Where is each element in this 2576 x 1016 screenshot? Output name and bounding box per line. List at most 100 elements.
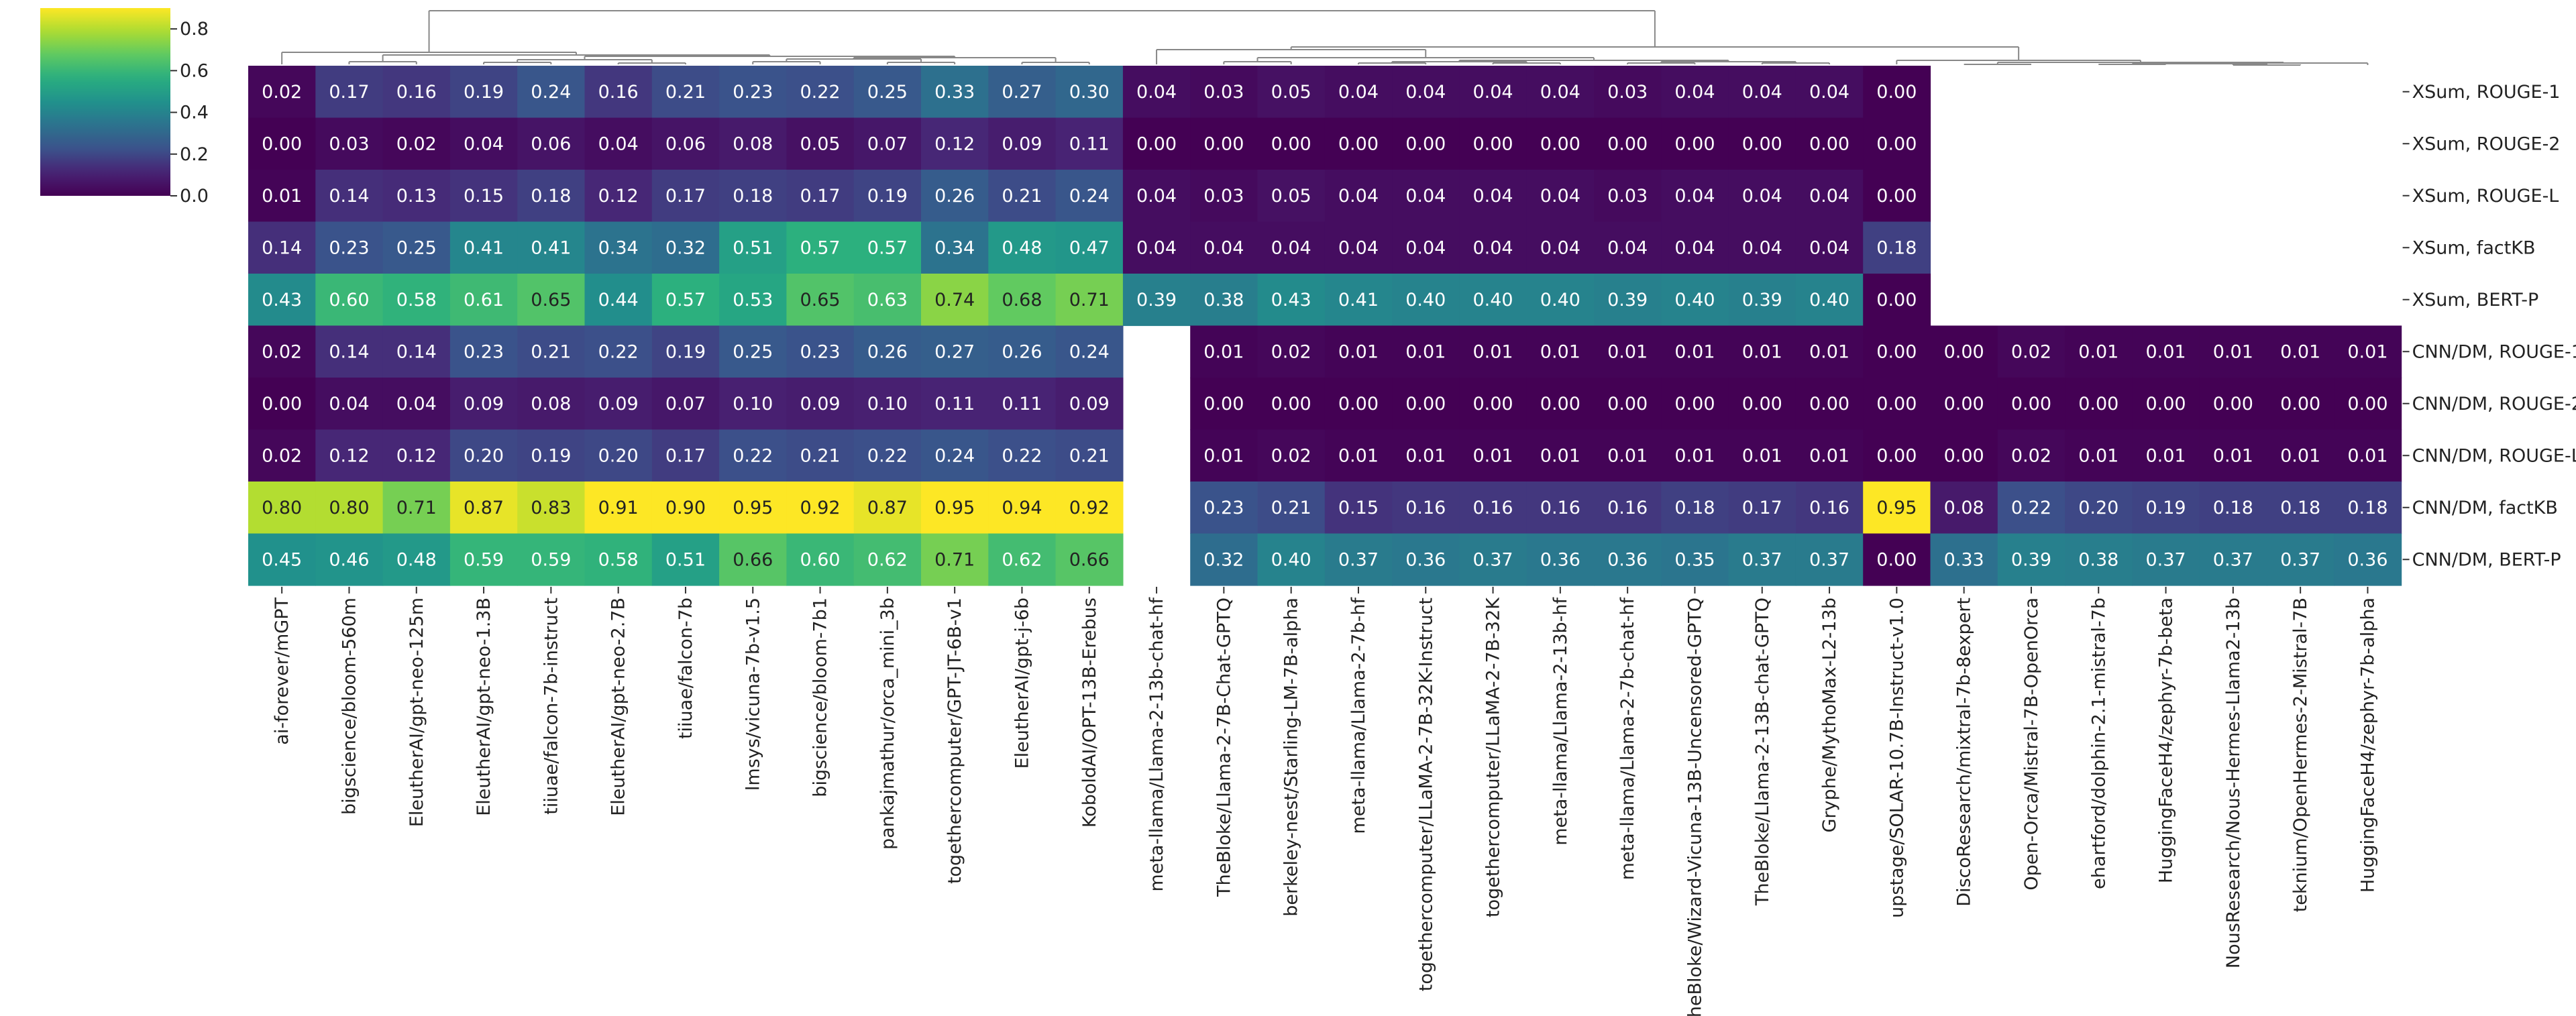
heatmap-cell — [382, 482, 451, 534]
cell-value-label: 0.27 — [934, 341, 975, 362]
heatmap-cell — [584, 274, 653, 327]
heatmap-cell — [988, 482, 1057, 534]
heatmap-cell — [2199, 378, 2267, 431]
cell-value-label: 0.00 — [1472, 133, 1513, 154]
heatmap-cell — [1055, 378, 1124, 431]
cell-value-label: 0.12 — [598, 186, 639, 207]
column-label: togethercomputer/LLaMA-2-7B-32K — [1483, 597, 1504, 917]
cell-value-label: 0.01 — [1607, 445, 1648, 466]
cell-value-label: 0.40 — [1472, 290, 1513, 311]
cell-value-label: 0.01 — [1472, 341, 1513, 362]
heatmap-cell — [1795, 378, 1864, 431]
heatmap-cell — [988, 274, 1057, 327]
cell-value-label: 0.14 — [262, 237, 302, 258]
cell-value-label: 0.04 — [1742, 237, 1782, 258]
row-label: XSum, ROUGE-2 — [2412, 133, 2561, 154]
cell-value-label: 0.04 — [598, 133, 639, 154]
heatmap-cell — [1526, 378, 1595, 431]
heatmap-cell — [1526, 274, 1595, 327]
cell-value-label: 0.00 — [2078, 394, 2118, 414]
heatmap-cell — [517, 429, 586, 482]
heatmap-cell — [315, 378, 384, 431]
cell-value-label: 0.01 — [2078, 341, 2118, 362]
cell-value-label: 0.22 — [800, 82, 840, 103]
cell-value-label: 0.26 — [934, 186, 975, 207]
heatmap-cell — [449, 378, 518, 431]
cell-value-label: 0.33 — [1944, 549, 1984, 570]
heatmap-cell — [1930, 533, 1998, 586]
heatmap-cell — [651, 378, 720, 431]
cell-value-label: 0.18 — [2213, 498, 2253, 518]
heatmap-cell — [786, 429, 855, 482]
cell-value-label: 0.95 — [934, 498, 975, 518]
cell-value-label: 0.01 — [2280, 341, 2320, 362]
heatmap-cell — [517, 325, 586, 378]
heatmap-cell — [719, 117, 787, 170]
heatmap-cell — [853, 533, 922, 586]
heatmap-cell — [719, 221, 787, 274]
heatmap-cell — [1594, 429, 1662, 482]
heatmap-cell — [988, 117, 1057, 170]
heatmap-cell — [1795, 221, 1864, 274]
heatmap-cell — [1526, 66, 1595, 119]
heatmap-cell — [2334, 429, 2402, 482]
heatmap-cell — [1661, 533, 1729, 586]
cell-value-label: 0.00 — [1607, 133, 1648, 154]
heatmap-cell — [1863, 533, 1931, 586]
heatmap-cell — [382, 66, 451, 119]
heatmap-cell — [1526, 429, 1595, 482]
heatmap-cell — [1190, 429, 1258, 482]
heatmap-cell — [719, 378, 787, 431]
cell-value-label: 0.10 — [733, 394, 773, 414]
heatmap-cell — [517, 221, 586, 274]
heatmap-cell — [1728, 325, 1796, 378]
heatmap-cell — [786, 325, 855, 378]
cell-value-label: 0.21 — [531, 341, 571, 362]
cell-value-label: 0.16 — [1607, 498, 1648, 518]
heatmap-cell — [1190, 378, 1258, 431]
heatmap-cell — [988, 533, 1057, 586]
column-label: EleutherAI/gpt-j-6b — [1012, 598, 1032, 769]
cell-value-label: 0.00 — [1203, 133, 1244, 154]
column-label: lmsys/vicuna-7b-v1.5 — [743, 598, 763, 791]
cell-value-label: 0.02 — [262, 341, 302, 362]
heatmap-cell — [2199, 429, 2267, 482]
cell-value-label: 0.65 — [800, 290, 840, 311]
cell-value-label: 0.40 — [1271, 549, 1311, 570]
cell-value-label: 0.00 — [2145, 394, 2186, 414]
cell-value-label: 0.37 — [1338, 549, 1379, 570]
heatmap-cell — [2132, 378, 2200, 431]
cell-value-label: 0.04 — [1674, 186, 1715, 207]
heatmap-cell — [786, 117, 855, 170]
cell-value-label: 0.21 — [800, 445, 840, 466]
heatmap-cell — [315, 117, 384, 170]
heatmap-cell — [248, 274, 316, 327]
cell-value-label: 0.24 — [531, 82, 571, 103]
cell-value-label: 0.08 — [733, 133, 773, 154]
heatmap-cell — [921, 274, 989, 327]
cell-value-label: 0.00 — [1271, 133, 1311, 154]
heatmap-cell — [719, 66, 787, 119]
heatmap-cell — [921, 66, 989, 119]
cell-value-label: 0.62 — [1002, 549, 1042, 570]
cell-value-label: 0.00 — [262, 133, 302, 154]
cell-value-label: 0.19 — [464, 82, 504, 103]
cell-value-label: 0.94 — [1002, 498, 1042, 518]
heatmap-cell — [1324, 221, 1393, 274]
heatmap-cell — [651, 533, 720, 586]
cell-value-label: 0.02 — [262, 445, 302, 466]
heatmap-cell — [1257, 274, 1326, 327]
heatmap-cell — [1997, 325, 2065, 378]
heatmap-cell — [449, 117, 518, 170]
cell-value-label: 0.71 — [934, 549, 975, 570]
column-label: tiiuae/falcon-7b-instruct — [541, 598, 561, 815]
row-label: XSum, BERT-P — [2412, 290, 2539, 311]
cell-value-label: 0.01 — [1607, 341, 1648, 362]
heatmap-cell — [315, 66, 384, 119]
heatmap-cell — [1055, 221, 1124, 274]
heatmap-cell — [651, 429, 720, 482]
heatmap-cell — [719, 533, 787, 586]
cell-value-label: 0.22 — [867, 445, 908, 466]
heatmap-cell — [1526, 117, 1595, 170]
cell-value-label: 0.23 — [329, 237, 369, 258]
